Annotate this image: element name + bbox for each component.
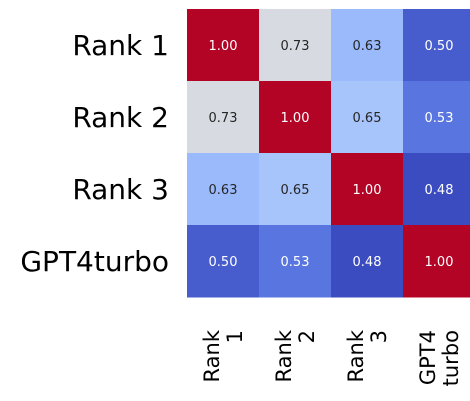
- cell-value-label: 0.73: [209, 111, 238, 126]
- heatmap-cells: [187, 9, 470, 298]
- heatmap-cell-r1-c3: [331, 9, 404, 82]
- row-label: Rank 2: [72, 101, 169, 134]
- cell-value-label: 0.53: [425, 111, 454, 126]
- cell-value-label: 0.65: [281, 183, 310, 198]
- heatmap-cell-r3-c2: [259, 153, 332, 226]
- heatmap-cell-labels: 1.00 0.73 0.63 0.50 0.73 1.00 0.65 0.53 0.63 0.65…: [209, 39, 454, 270]
- svg-text:Rank1: Rank1: [200, 329, 247, 382]
- col-label: Rank1: [200, 329, 247, 382]
- cell-value-label: 1.00: [281, 111, 310, 126]
- heatmap-cell-r4-c1: [187, 225, 260, 298]
- heatmap-cell-r2-c2: [259, 81, 332, 154]
- heatmap-cell-r2-c1: [187, 81, 260, 154]
- heatmap-cell-r4-c4: [403, 225, 470, 298]
- heatmap-cell-r2-c3: [331, 81, 404, 154]
- cell-value-label: 0.53: [281, 255, 310, 270]
- cell-value-label: 0.63: [353, 39, 382, 54]
- heatmap-cell-r4-c3: [331, 225, 404, 298]
- cell-value-label: 0.50: [425, 39, 454, 54]
- cell-value-label: 0.50: [209, 255, 238, 270]
- heatmap-cell-r1-c4: [403, 9, 470, 82]
- cell-value-label: 1.00: [353, 183, 382, 198]
- svg-text:Rank3: Rank3: [344, 329, 391, 382]
- svg-text:GPT4turbo: GPT4turbo: [416, 330, 463, 386]
- row-label: Rank 1: [72, 29, 169, 62]
- cell-value-label: 0.65: [353, 111, 382, 126]
- heatmap-cell-r3-c3: [331, 153, 404, 226]
- heatmap-col-labels: Rank1 Rank2 Rank3 GPT4turbo: [200, 329, 463, 386]
- cell-value-label: 0.48: [353, 255, 382, 270]
- svg-text:Rank2: Rank2: [272, 329, 319, 382]
- heatmap-cell-r1-c2: [259, 9, 332, 82]
- heatmap-cell-r2-c4: [403, 81, 470, 154]
- cell-value-label: 1.00: [209, 39, 238, 54]
- heatmap-cell-r4-c2: [259, 225, 332, 298]
- col-label: GPT4turbo: [416, 330, 463, 386]
- row-label: GPT4turbo: [20, 245, 169, 278]
- row-label: Rank 3: [72, 173, 169, 206]
- heatmap-cell-r3-c1: [187, 153, 260, 226]
- cell-value-label: 1.00: [425, 255, 454, 270]
- cell-value-label: 0.73: [281, 39, 310, 54]
- cell-value-label: 0.48: [425, 183, 454, 198]
- col-label: Rank3: [344, 329, 391, 382]
- cell-value-label: 0.63: [209, 183, 238, 198]
- heatmap-cell-r3-c4: [403, 153, 470, 226]
- heatmap-row-labels: Rank 1 Rank 2 Rank 3 GPT4turbo: [20, 29, 169, 278]
- col-label: Rank2: [272, 329, 319, 382]
- heatmap-cell-r1-c1: [187, 9, 260, 82]
